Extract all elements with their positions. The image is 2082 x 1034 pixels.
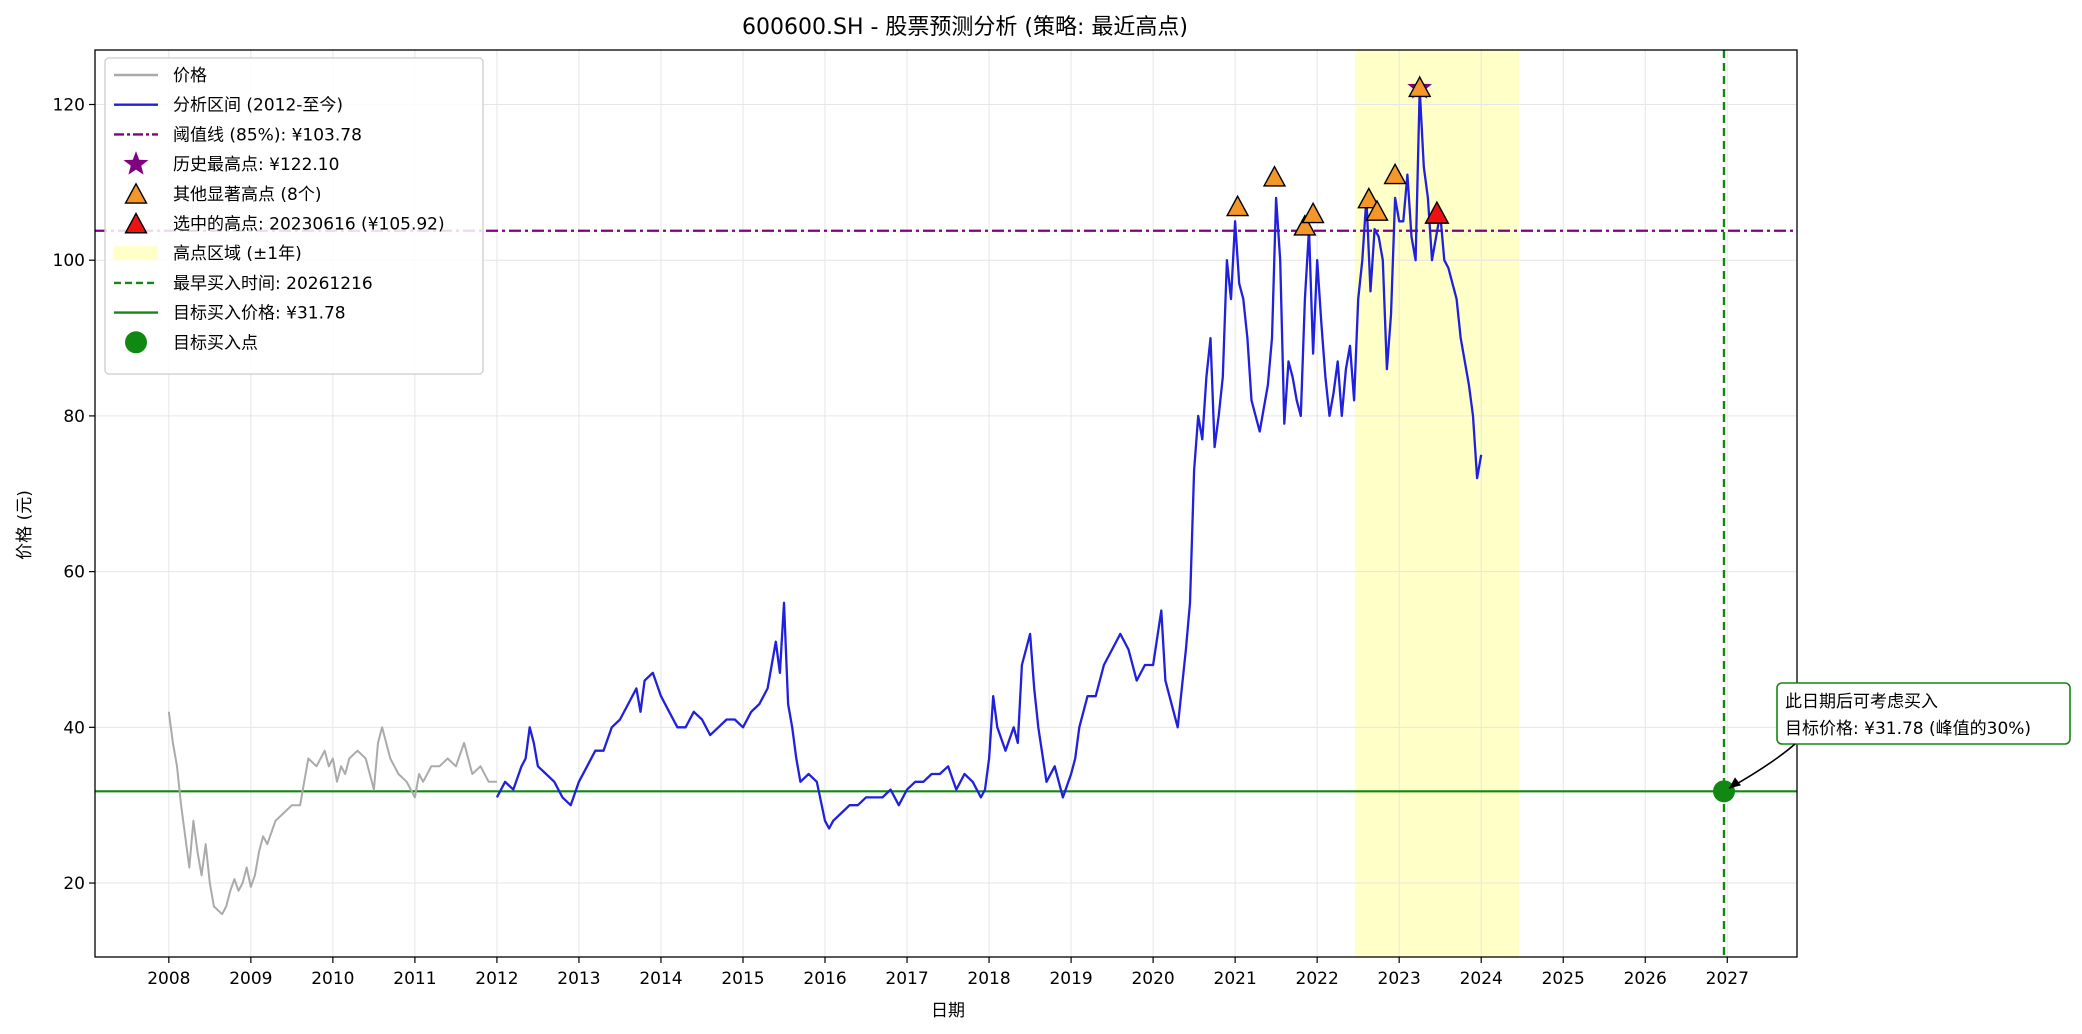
- legend-high-zone-label: 高点区域 (±1年): [173, 244, 302, 264]
- peak-marker: [1365, 199, 1389, 221]
- peak-marker: [1293, 214, 1317, 236]
- peak-marker: [1383, 162, 1407, 185]
- legend-buy-point-swatch: [125, 331, 147, 354]
- legend-other-peaks-label: 其他显著高点 (8个): [173, 185, 321, 205]
- y-tick-label: 100: [53, 251, 85, 271]
- y-tick-label: 40: [63, 718, 85, 738]
- annotation-arrow-head: [1728, 777, 1741, 789]
- x-tick-label: 2021: [1214, 969, 1257, 989]
- peak-marker: [1408, 75, 1432, 98]
- peak-marker: [1262, 165, 1287, 187]
- annotation-line-1: 此日期后可考虑买入: [1785, 692, 1938, 712]
- x-tick-label: 2018: [967, 969, 1010, 989]
- legend-target-price-label: 目标买入价格: ¥31.78: [173, 304, 346, 324]
- x-tick-label: 2011: [393, 969, 436, 989]
- x-tick-label: 2016: [803, 969, 846, 989]
- x-tick-label: 2019: [1049, 969, 1092, 989]
- legend-high-zone-swatch: [114, 246, 158, 261]
- price-series-line: [167, 711, 497, 916]
- x-tick-label: 2013: [557, 969, 600, 989]
- annotation-line-2: 目标价格: ¥31.78 (峰值的30%): [1785, 719, 2031, 739]
- x-tick-label: 2020: [1131, 969, 1174, 989]
- plot-area: 2008 2009 2010 2011 2012 2013 2014 2015 2016 2017…: [53, 49, 1798, 989]
- x-tick-label: 2017: [885, 969, 928, 989]
- peak-marker: [1225, 194, 1250, 217]
- legend-price-label: 价格: [173, 66, 207, 86]
- chart-title: 600600.SH - 股票预测分析 (策略: 最近高点): [742, 15, 1188, 40]
- selected-peak-marker: [1424, 200, 1450, 224]
- high-zone-band: [1354, 50, 1519, 957]
- buy-point-marker: [1712, 780, 1735, 803]
- legend-earliest-buy-label: 最早买入时间: 20261216: [173, 274, 373, 294]
- legend-box: [104, 57, 484, 375]
- annotation-frame: [1776, 682, 2071, 745]
- x-tick-label: 2009: [229, 969, 272, 989]
- x-tick-label: 2014: [639, 969, 682, 989]
- legend-analysis-label: 分析区间 (2012-至今): [173, 96, 343, 116]
- y-tick-label: 60: [63, 563, 85, 583]
- x-tick-label: 2010: [311, 969, 354, 989]
- legend-selected-peak-label: 选中的高点: 20230616 (¥105.92): [173, 215, 445, 235]
- x-tick-label: 2024: [1460, 969, 1503, 989]
- x-tick-label: 2015: [721, 969, 764, 989]
- y-tick-label: 120: [53, 95, 85, 115]
- x-tick-label: 2022: [1296, 969, 1339, 989]
- x-tick-label: 2023: [1378, 969, 1421, 989]
- legend-all-time-high-label: 历史最高点: ¥122.10: [173, 155, 339, 175]
- plot-frame: [94, 49, 1798, 958]
- legend-buy-point-label: 目标买入点: [173, 333, 258, 353]
- analysis-series-line: [495, 87, 1483, 830]
- peak-marker: [1357, 187, 1381, 209]
- y-tick-label: 20: [63, 874, 85, 894]
- x-tick-label: 2025: [1542, 969, 1585, 989]
- x-tick-label: 2012: [475, 969, 518, 989]
- x-tick-label: 2026: [1624, 969, 1667, 989]
- y-tick-label: 80: [63, 407, 85, 427]
- x-axis-label: 日期: [931, 1001, 965, 1021]
- legend-selected-peak-swatch: [124, 212, 148, 234]
- legend-other-peaks-swatch: [124, 182, 148, 204]
- peak-marker: [1301, 201, 1325, 224]
- y-axis-label: 价格 (元): [15, 490, 35, 560]
- x-tick-label: 2027: [1706, 969, 1749, 989]
- legend-threshold-label: 阈值线 (85%): ¥103.78: [173, 125, 362, 145]
- x-tick-label: 2008: [147, 969, 190, 989]
- legend-all-time-high-swatch: [123, 151, 149, 175]
